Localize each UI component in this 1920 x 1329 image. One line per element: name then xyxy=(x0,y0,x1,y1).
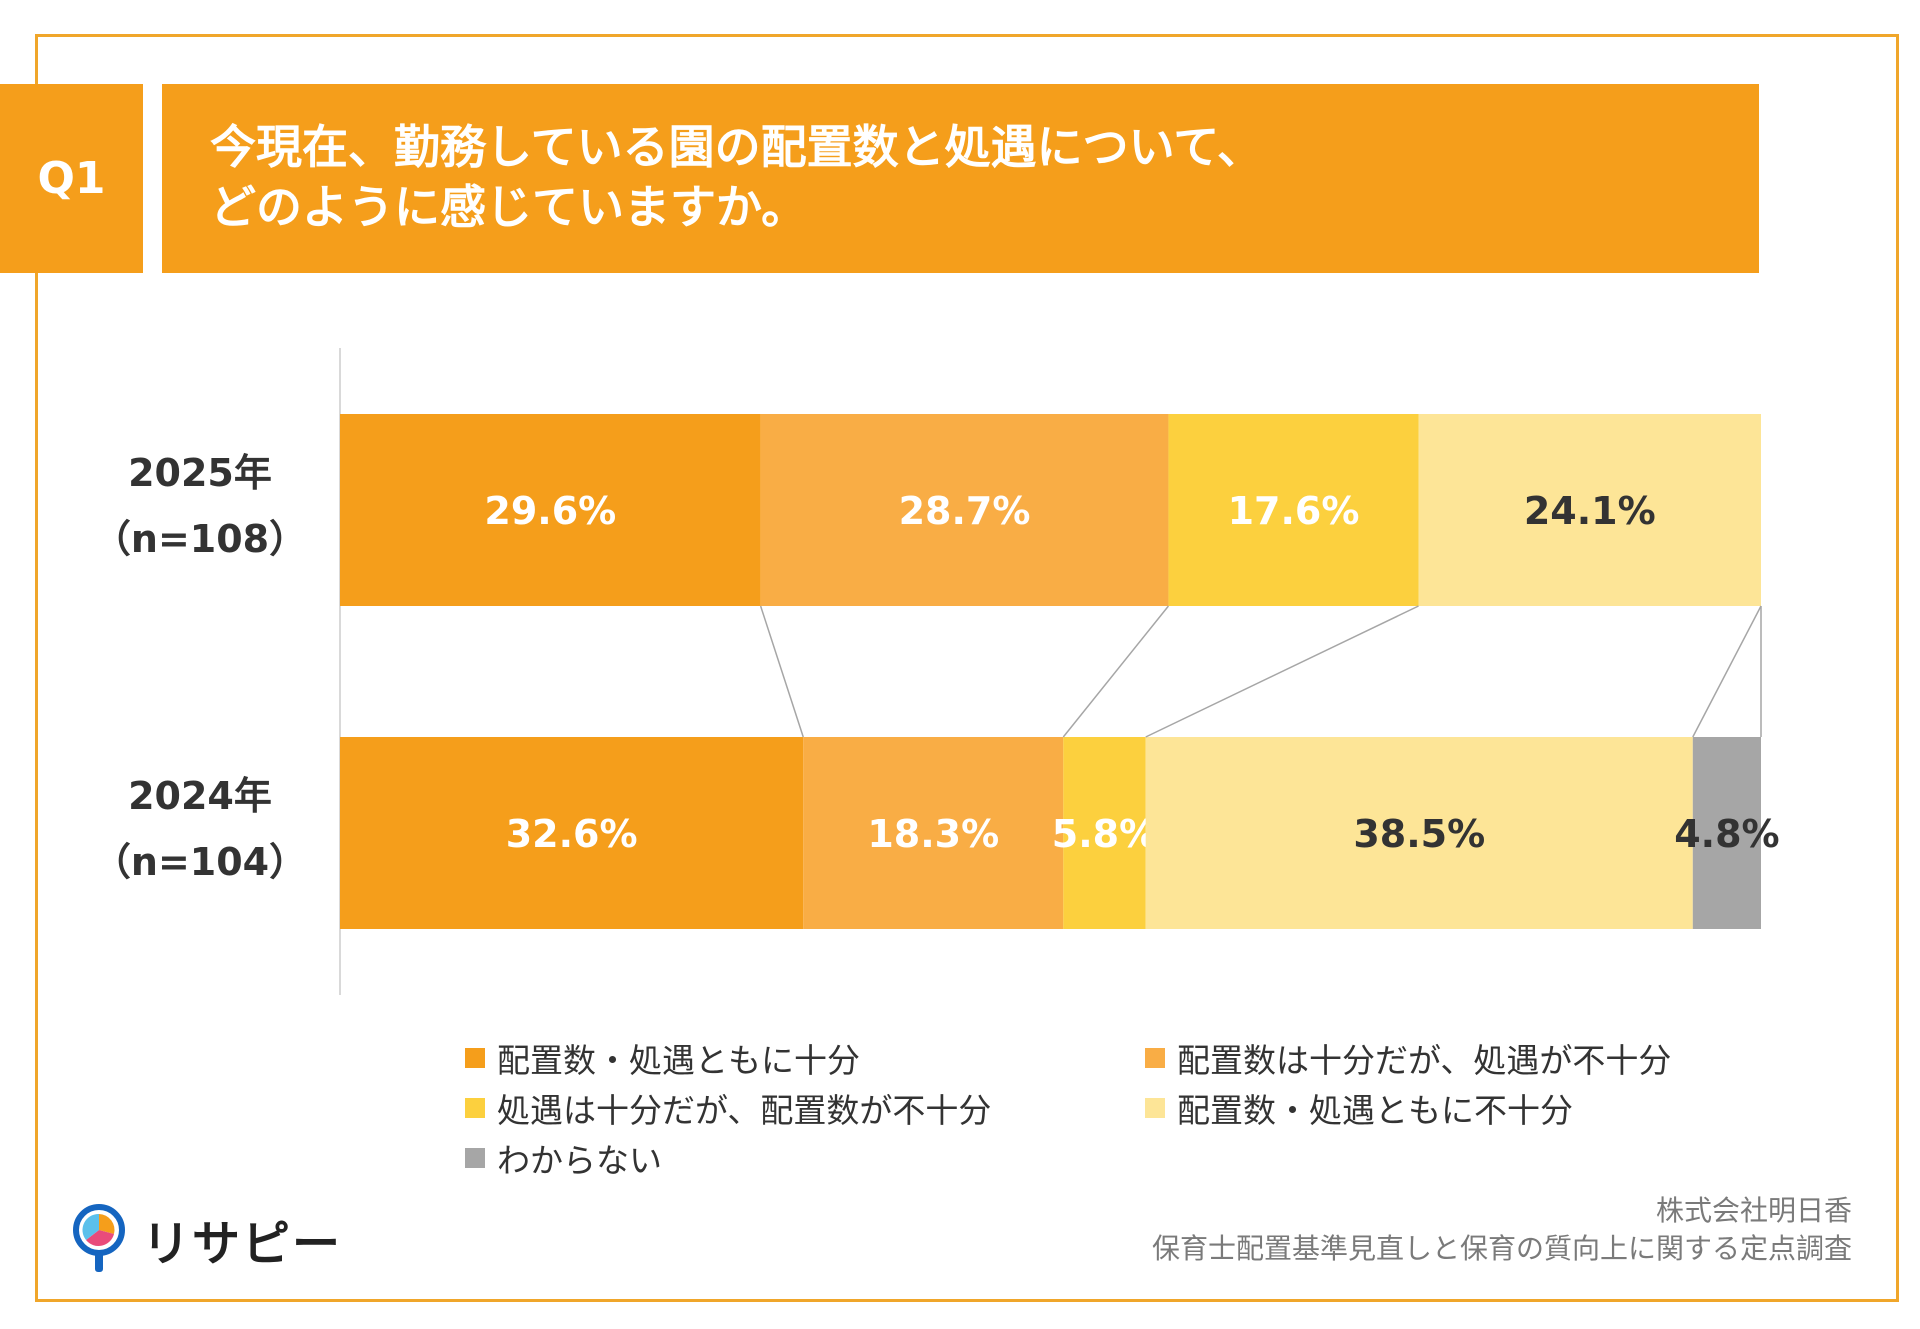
legend-swatch xyxy=(1145,1048,1165,1068)
data-label: 5.8% xyxy=(1052,812,1157,856)
bar-segment xyxy=(1145,737,1693,929)
legend-item: 処遇は十分だが、配置数が不十分 xyxy=(465,1085,991,1131)
connector-line xyxy=(1062,605,1170,738)
legend-item: 配置数・処遇ともに不十分 xyxy=(1145,1085,1573,1131)
bar-segment xyxy=(760,414,1169,606)
question-title-line-1: 今現在、勤務している園の配置数と処遇について、 xyxy=(210,120,1263,174)
question-title-banner: 今現在、勤務している園の配置数と処遇について、 どのように感じていますか。 xyxy=(162,84,1759,273)
legend-label: 配置数・処遇ともに十分 xyxy=(497,1041,860,1080)
legend-label: 配置数は十分だが、処遇が不十分 xyxy=(1177,1041,1672,1080)
question-number-badge: Q1 xyxy=(0,84,143,273)
legend-item: 配置数・処遇ともに十分 xyxy=(465,1035,860,1081)
legend-label: わからない xyxy=(497,1141,662,1180)
data-label: 17.6% xyxy=(1228,489,1360,533)
data-label: 18.3% xyxy=(867,812,999,856)
data-label: 24.1% xyxy=(1524,489,1656,533)
data-label: 29.6% xyxy=(484,489,616,533)
legend-label: 処遇は十分だが、配置数が不十分 xyxy=(497,1091,992,1130)
data-label: 32.6% xyxy=(506,812,638,856)
legend-swatch xyxy=(465,1098,485,1118)
question-title-line-2: どのように感じていますか。 xyxy=(210,180,808,234)
chart-legend: 配置数・処遇ともに十分 配置数は十分だが、処遇が不十分処遇は十分だが、配置数が不十… xyxy=(465,1035,1765,1195)
source-survey: 保育士配置基準見直しと保育の質向上に関する定点調査 xyxy=(1151,1232,1852,1265)
legend-item: わからない xyxy=(465,1135,662,1181)
legend-label: 配置数・処遇ともに不十分 xyxy=(1177,1091,1573,1130)
bar-segment xyxy=(1692,737,1761,929)
connector-line xyxy=(759,605,804,738)
category-label-n: （n=104） xyxy=(93,840,307,884)
data-label: 28.7% xyxy=(899,489,1031,533)
source-credit: 株式会社明日香 保育士配置基準見直しと保育の質向上に関する定点調査 xyxy=(1152,1192,1852,1268)
pin-logo-icon xyxy=(73,1204,125,1272)
connector-line xyxy=(1692,605,1762,738)
chart-frame xyxy=(35,34,1899,1302)
brand-logo: リサピー xyxy=(70,1203,342,1275)
category-label-year: 2024年 xyxy=(128,774,272,818)
logo-text: リサピー xyxy=(142,1216,343,1272)
question-number: Q1 xyxy=(37,153,106,204)
bar-segment xyxy=(340,414,761,606)
data-label: 4.8% xyxy=(1674,812,1779,856)
category-label-year: 2025年 xyxy=(128,451,272,495)
data-label: 38.5% xyxy=(1353,812,1485,856)
connector-line xyxy=(1145,605,1419,738)
bar-segment xyxy=(1063,737,1146,929)
legend-swatch xyxy=(465,1048,485,1068)
legend-swatch xyxy=(465,1148,485,1168)
bar-segment xyxy=(1168,414,1419,606)
legend-swatch xyxy=(1145,1098,1165,1118)
bar-segment xyxy=(340,737,804,929)
category-label-n: （n=108） xyxy=(93,517,307,561)
bar-segment xyxy=(1418,414,1761,606)
source-company: 株式会社明日香 xyxy=(1655,1194,1852,1227)
bar-segment xyxy=(803,737,1064,929)
legend-item: 配置数は十分だが、処遇が不十分 xyxy=(1145,1035,1671,1081)
